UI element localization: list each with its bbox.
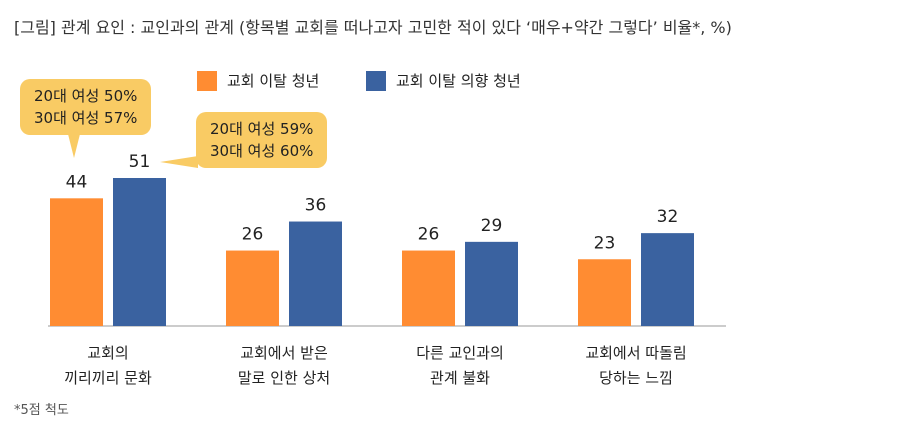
callout-1-line-2: 30대 여성 57% xyxy=(34,109,138,127)
legend-swatch-blue xyxy=(366,70,386,91)
chart-title: [그림] 관계 요인 : 교인과의 관계 (항목별 교회를 떠나고자 고민한 적… xyxy=(14,18,732,37)
bar-leaving-3 xyxy=(578,259,631,326)
legend-item-leaving: 교회 이탈 청년 xyxy=(197,70,319,91)
callout-bubble-1: 20대 여성 50% 30대 여성 57% xyxy=(20,79,152,135)
bar-leaving-2 xyxy=(402,250,455,326)
category-label-1-line-1: 말로 인한 상처 xyxy=(237,369,331,387)
data-label-leaving-2: 26 xyxy=(418,225,440,245)
legend-item-intent: 교회 이탈 의향 청년 xyxy=(366,70,521,91)
callout-1-line-1: 20대 여성 50% xyxy=(34,87,138,105)
legend-label-intent: 교회 이탈 의향 청년 xyxy=(396,72,521,90)
footnote: *5점 척도 xyxy=(14,403,69,418)
data-label-intent-1: 36 xyxy=(305,196,327,216)
category-label-3-line-0: 교회에서 따돌림 xyxy=(585,344,687,362)
callout-bubble-2: 20대 여성 59% 30대 여성 60% xyxy=(196,112,328,168)
bar-leaving-0 xyxy=(50,198,103,326)
data-label-leaving-1: 26 xyxy=(242,225,264,245)
bar-intent-3 xyxy=(641,233,694,326)
category-label-2-line-0: 다른 교인과의 xyxy=(416,344,504,362)
bar-intent-2 xyxy=(465,241,518,326)
data-label-intent-0: 51 xyxy=(129,152,151,172)
data-label-intent-2: 29 xyxy=(481,216,503,236)
bar-intent-1 xyxy=(289,221,342,326)
bar-intent-0 xyxy=(113,178,166,326)
data-label-leaving-0: 44 xyxy=(66,172,88,192)
callout-pointer-2 xyxy=(160,156,198,168)
callout-2-line-1: 20대 여성 59% xyxy=(210,120,314,138)
category-label-3-line-1: 당하는 느낌 xyxy=(599,369,673,387)
callout-pointer-1 xyxy=(68,134,80,158)
category-label-0-line-0: 교회의 xyxy=(87,344,129,362)
category-label-0-line-1: 끼리끼리 문화 xyxy=(64,369,152,387)
data-label-intent-3: 32 xyxy=(657,207,679,227)
callout-2-line-2: 30대 여성 60% xyxy=(210,142,314,160)
legend-swatch-orange xyxy=(197,70,217,91)
data-label-leaving-3: 23 xyxy=(594,233,616,253)
bar-leaving-1 xyxy=(226,250,279,326)
legend-label-leaving: 교회 이탈 청년 xyxy=(227,72,320,90)
category-label-2-line-1: 관계 불화 xyxy=(430,369,490,387)
category-label-1-line-0: 교회에서 받은 xyxy=(240,344,328,362)
